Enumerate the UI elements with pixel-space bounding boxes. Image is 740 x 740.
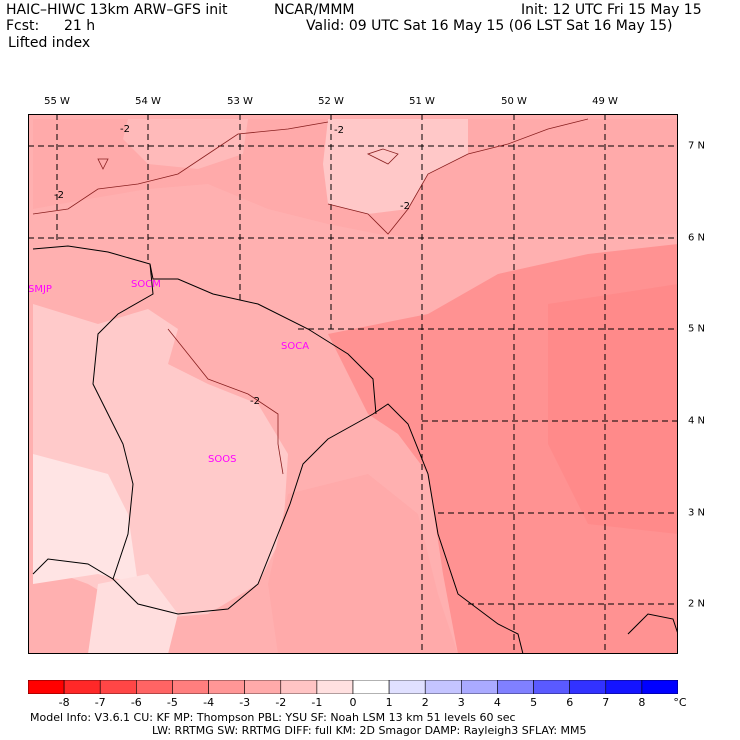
colorbar-swatch — [605, 680, 643, 694]
lon-label: 52 W — [318, 96, 344, 107]
colorbar-tick-label: 6 — [566, 696, 574, 709]
colorbar-tick-label: -8 — [58, 696, 70, 709]
footer-model-info: Model Info: V3.6.1 CU: KF MP: Thompson P… — [30, 711, 516, 724]
colorbar — [28, 680, 678, 694]
colorbar-tick-label: 3 — [457, 696, 465, 709]
colorbar-tick-label: 1 — [385, 696, 393, 709]
lat-label: 7 N — [688, 140, 706, 152]
init-time: Init: 12 UTC Fri 15 May 15 — [521, 2, 702, 18]
station-label: SOCA — [281, 341, 309, 352]
colorbar-tick-label: -4 — [203, 696, 215, 709]
colorbar-tick-label: -7 — [94, 696, 106, 709]
lat-label: 4 N — [688, 415, 706, 427]
lon-label: 51 W — [409, 96, 435, 107]
map-frame — [28, 114, 678, 654]
forecast-label: Fcst: — [6, 18, 40, 34]
contour-label: -2 — [120, 124, 130, 135]
colorbar-swatch — [533, 680, 570, 694]
station-label: SOOS — [208, 454, 236, 465]
contour-lines — [32, 118, 589, 475]
colorbar-swatch — [424, 680, 462, 694]
colorbar-tick-label: -6 — [130, 696, 142, 709]
colorbar-swatch — [99, 680, 137, 694]
colorbar-swatch — [641, 680, 678, 694]
border-east — [627, 613, 678, 635]
lon-label: 54 W — [135, 96, 161, 107]
station-label: SOCM — [131, 279, 161, 290]
colorbar-swatch — [352, 680, 390, 694]
colorbar-swatch — [28, 680, 65, 694]
colorbar-tick-label: 7 — [602, 696, 610, 709]
colorbar-swatch — [136, 680, 173, 694]
center-name: NCAR/MMM — [274, 2, 355, 18]
field-region-east-darker — [548, 284, 678, 534]
colorbar-swatch — [244, 680, 282, 694]
colorbar-swatch — [280, 680, 318, 694]
colorbar-swatch — [208, 680, 245, 694]
lat-label: 2 N — [688, 598, 706, 610]
field-name: Lifted index — [8, 35, 91, 51]
colorbar-tick-label: -1 — [311, 696, 323, 709]
colorbar-tick-label: 5 — [530, 696, 538, 709]
model-title: HAIC–HIWC 13km ARW–GFS init — [6, 2, 228, 18]
lat-label: 5 N — [688, 323, 706, 335]
lat-label: 6 N — [688, 232, 706, 244]
lifted-index-map: -2 -2 -2 -2 -2 SMJP SOCM SOCA SOOS — [28, 114, 678, 654]
border-suriname-guiana-brazil — [112, 403, 524, 654]
colorbar-tick-label: -2 — [275, 696, 287, 709]
grid-lines — [28, 114, 678, 654]
coastline — [32, 245, 377, 415]
field-region-light-north — [323, 119, 468, 214]
colorbar-swatch — [497, 680, 534, 694]
colorbar-swatch — [461, 680, 498, 694]
contour-label: -2 — [250, 396, 260, 407]
lon-label: 55 W — [44, 96, 70, 107]
field-region-light-northwest — [123, 119, 248, 169]
colorbar-unit: °C — [673, 696, 687, 709]
valid-time: Valid: 09 UTC Sat 16 May 15 (06 LST Sat … — [306, 18, 673, 34]
footer-physics-info: LW: RRTMG SW: RRTMG DIFF: full KM: 2D Sm… — [152, 724, 587, 737]
colorbar-swatch — [172, 680, 209, 694]
colorbar-tick-label: -3 — [239, 696, 251, 709]
field-region-southwest-light — [88, 574, 178, 654]
contour-label: -2 — [400, 201, 410, 212]
colorbar-swatch — [388, 680, 426, 694]
field-region-west-light — [33, 454, 138, 584]
colorbar-tick-label: 2 — [421, 696, 429, 709]
colorbar-tick-label: -5 — [166, 696, 178, 709]
forecast-hour: 21 h — [64, 18, 96, 34]
colorbar-swatch — [569, 680, 607, 694]
lon-label: 49 W — [592, 96, 618, 107]
lon-label: 50 W — [501, 96, 527, 107]
colorbar-swatch — [63, 680, 101, 694]
contour-label: -2 — [334, 125, 344, 136]
contour-label: -2 — [54, 190, 64, 201]
station-label: SMJP — [28, 284, 52, 295]
field-region-south-central — [268, 474, 458, 654]
lon-label: 53 W — [227, 96, 253, 107]
colorbar-tick-label: 8 — [638, 696, 646, 709]
lat-label: 3 N — [688, 507, 706, 519]
border-suriname-west — [32, 263, 154, 580]
colorbar-swatch — [316, 680, 354, 694]
colorbar-tick-label: 4 — [493, 696, 501, 709]
colorbar-tick-label: 0 — [349, 696, 357, 709]
